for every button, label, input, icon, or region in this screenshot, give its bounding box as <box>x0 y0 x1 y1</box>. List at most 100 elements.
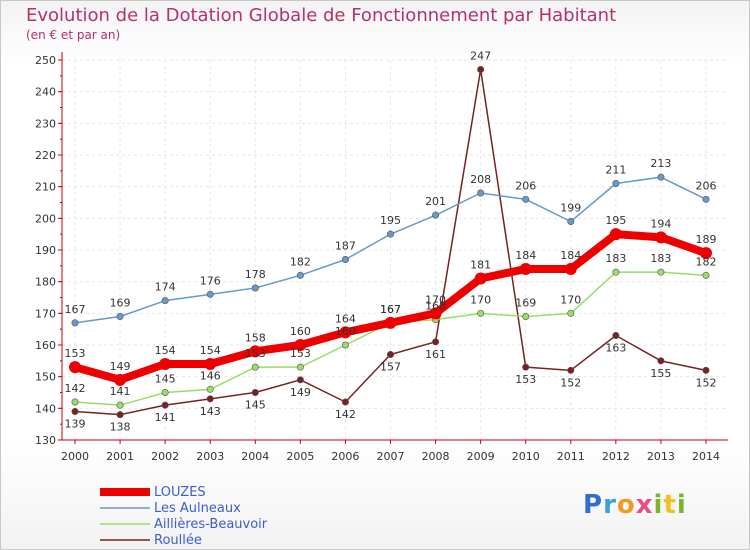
data-label: 170 <box>560 293 581 306</box>
data-label: 168 <box>425 300 446 313</box>
data-point <box>341 341 349 349</box>
data-point <box>296 376 304 384</box>
data-label: 138 <box>110 421 131 434</box>
data-point <box>161 388 169 396</box>
data-label: 167 <box>380 303 401 316</box>
data-label: 139 <box>65 418 86 431</box>
data-label: 183 <box>605 252 626 265</box>
legend-item-les-aulneaux: Les Aulneaux <box>100 500 267 516</box>
data-point <box>432 338 440 346</box>
legend-label-louzes: LOUZES <box>154 484 206 500</box>
data-label: 157 <box>380 361 401 374</box>
data-point <box>296 271 304 279</box>
data-point <box>702 271 710 279</box>
data-label: 174 <box>155 281 176 294</box>
data-label: 213 <box>650 157 671 170</box>
data-label: 164 <box>335 312 356 325</box>
y-tick-label: 200 <box>35 212 56 225</box>
data-label: 153 <box>65 347 86 360</box>
y-tick-label: 250 <box>35 54 56 67</box>
data-label: 247 <box>470 50 491 63</box>
data-point <box>429 307 442 320</box>
data-point <box>159 358 172 370</box>
data-label: 187 <box>335 240 356 253</box>
chart-title: Evolution de la Dotation Globale de Fonc… <box>26 5 617 26</box>
legend-label-roullee: Roullée <box>154 532 202 548</box>
data-point <box>341 255 349 263</box>
x-tick-label: 2000 <box>61 450 89 463</box>
data-label: 153 <box>245 347 266 360</box>
data-point <box>567 218 575 226</box>
data-label: 184 <box>515 249 536 262</box>
x-tick-label: 2012 <box>602 450 630 463</box>
data-label: 195 <box>605 214 626 227</box>
data-point <box>654 231 667 244</box>
data-point <box>116 401 124 409</box>
data-label: 141 <box>155 411 176 424</box>
x-tick-label: 2005 <box>286 450 314 463</box>
y-tick-label: 210 <box>35 181 56 194</box>
data-label: 167 <box>65 303 86 316</box>
data-label: 145 <box>155 373 176 386</box>
data-label: 176 <box>200 274 221 287</box>
data-label: 199 <box>560 202 581 215</box>
y-tick-label: 240 <box>35 86 56 99</box>
data-point <box>384 316 397 329</box>
legend-label-les-aulneaux: Les Aulneaux <box>154 500 241 516</box>
chart-legend: LOUZES Les Aulneaux Aillières-Beauvoir R… <box>100 484 267 548</box>
data-label: 142 <box>335 408 356 421</box>
y-tick-label: 160 <box>35 339 56 352</box>
data-point <box>432 211 440 219</box>
data-point <box>251 388 259 396</box>
data-point <box>204 358 217 370</box>
x-tick-label: 2004 <box>241 450 269 463</box>
data-label: 206 <box>515 179 536 192</box>
legend-swatch-roullee <box>100 539 150 541</box>
y-tick-label: 150 <box>35 371 56 384</box>
data-point <box>657 268 665 276</box>
data-label: 143 <box>200 405 221 418</box>
data-label: 170 <box>425 293 446 306</box>
data-point <box>567 309 575 317</box>
proxiti-logo: Proxiti <box>583 490 687 520</box>
data-point <box>477 66 485 74</box>
data-label: 161 <box>425 348 446 361</box>
data-label: 182 <box>696 255 717 268</box>
data-label: 153 <box>290 347 311 360</box>
data-point <box>69 361 81 374</box>
y-tick-label: 180 <box>35 276 56 289</box>
data-point <box>612 180 620 188</box>
y-tick-label: 190 <box>35 244 56 257</box>
data-label: 182 <box>290 255 311 268</box>
data-point <box>206 395 214 403</box>
data-label: 208 <box>470 173 491 186</box>
data-label: 194 <box>650 217 671 230</box>
x-tick-label: 2003 <box>196 450 224 463</box>
data-point <box>386 350 394 358</box>
x-tick-label: 2011 <box>557 450 585 463</box>
data-point <box>612 268 620 276</box>
data-point <box>474 272 487 285</box>
data-label: 206 <box>696 179 717 192</box>
data-label: 201 <box>425 195 446 208</box>
legend-swatch-aillieres-beauvoir <box>100 523 150 525</box>
data-point <box>161 401 169 409</box>
data-label: 155 <box>650 367 671 380</box>
legend-label-aillieres-beauvoir: Aillières-Beauvoir <box>154 516 268 532</box>
data-label: 152 <box>560 376 581 389</box>
data-label: 183 <box>650 252 671 265</box>
data-point <box>522 195 530 203</box>
x-tick-label: 2007 <box>377 450 405 463</box>
data-point <box>294 339 307 351</box>
legend-item-louzes: LOUZES <box>100 484 267 500</box>
x-tick-label: 2008 <box>422 450 450 463</box>
data-label: 181 <box>470 259 491 272</box>
y-tick-label: 170 <box>35 307 56 320</box>
data-label: 167 <box>380 303 401 316</box>
data-label: 154 <box>155 344 176 357</box>
data-label: 160 <box>290 325 311 338</box>
y-tick-label: 140 <box>35 402 56 415</box>
data-label: 141 <box>110 385 131 398</box>
data-point <box>657 357 665 365</box>
data-label: 184 <box>560 249 581 262</box>
